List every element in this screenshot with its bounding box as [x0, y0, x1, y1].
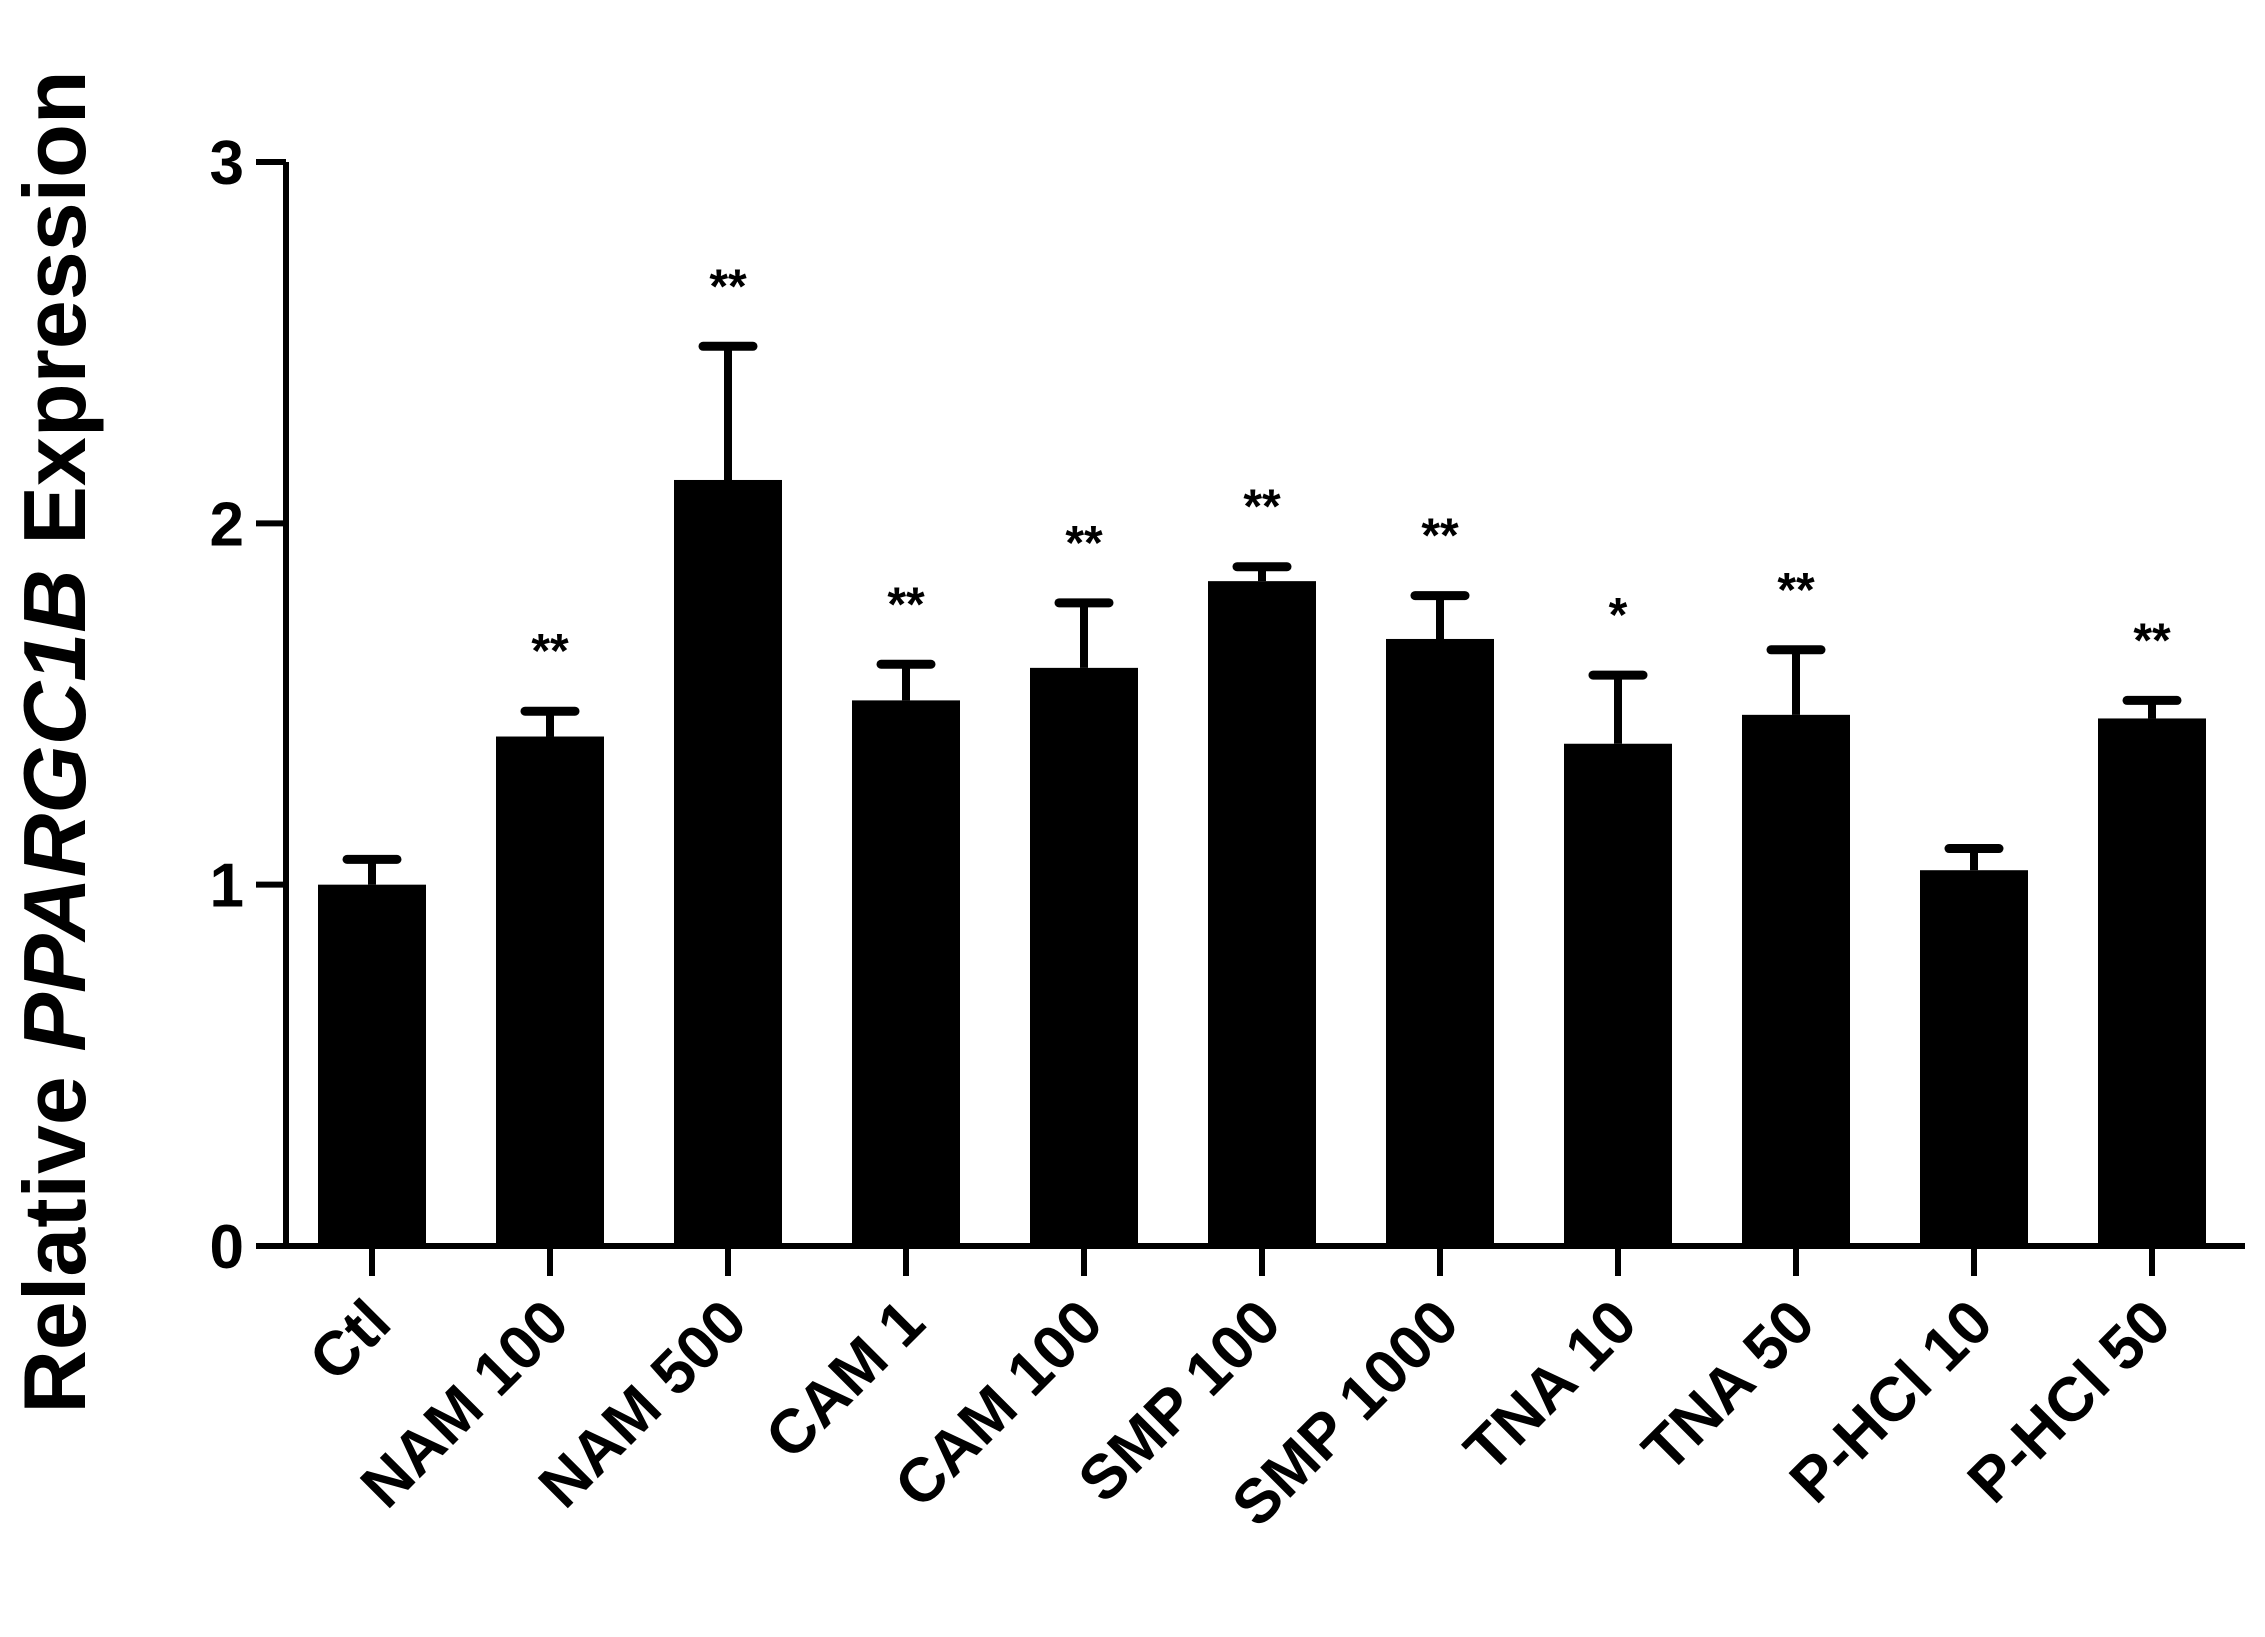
- y-tick-label: 3: [210, 129, 244, 198]
- bar: [1208, 581, 1316, 1246]
- significance-label: **: [709, 260, 747, 313]
- y-axis-label: Relative PPARGC1B Expression: [5, 70, 104, 1413]
- bar: [496, 736, 604, 1246]
- y-axis-label-text: Relative PPARGC1B Expression: [5, 70, 104, 1413]
- significance-label: **: [1421, 510, 1459, 563]
- significance-label: **: [2133, 614, 2171, 667]
- significance-label: **: [531, 625, 569, 678]
- significance-label: **: [887, 578, 925, 631]
- y-tick-label: 1: [210, 852, 244, 921]
- y-axis-label-gene: PPARGC1B: [5, 569, 104, 1051]
- y-tick-label: 0: [210, 1213, 244, 1282]
- y-axis-label-prefix: Relative: [5, 1052, 104, 1414]
- significance-label: *: [1609, 589, 1628, 642]
- significance-label: **: [1243, 481, 1281, 534]
- x-tick-label: Ctl: [297, 1287, 404, 1394]
- y-axis-label-suffix: Expression: [5, 70, 104, 569]
- bar: [1742, 714, 1850, 1246]
- bar: [852, 700, 960, 1246]
- bar: [1920, 870, 2028, 1246]
- bar: [1386, 638, 1494, 1246]
- y-tick-label: 2: [210, 490, 244, 559]
- significance-label: **: [1777, 564, 1815, 617]
- bar: [318, 884, 426, 1246]
- bar: [2098, 718, 2206, 1246]
- bar: [674, 479, 782, 1246]
- significance-label: **: [1065, 517, 1103, 570]
- bar: [1564, 743, 1672, 1246]
- bar: [1030, 667, 1138, 1246]
- x-tick-label: TNA 10: [1452, 1287, 1650, 1485]
